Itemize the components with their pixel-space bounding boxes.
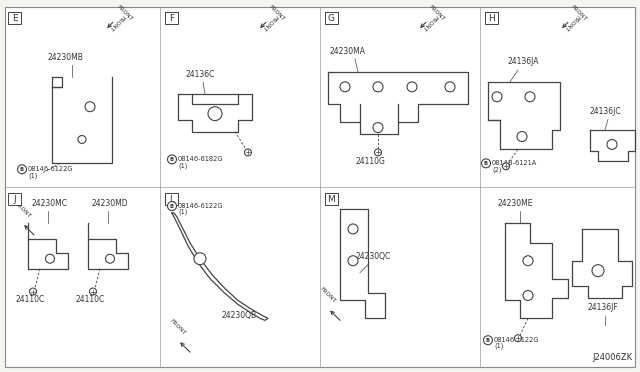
Circle shape xyxy=(244,149,252,156)
Text: (1): (1) xyxy=(28,172,37,179)
Text: (1): (1) xyxy=(178,162,188,169)
Text: 24110G: 24110G xyxy=(355,157,385,166)
Text: 24110C: 24110C xyxy=(15,295,44,304)
Text: J: J xyxy=(13,195,16,203)
Circle shape xyxy=(106,254,115,263)
Text: 24136C: 24136C xyxy=(185,70,214,79)
Bar xyxy=(485,12,498,24)
Text: 24136JA: 24136JA xyxy=(508,57,540,66)
Circle shape xyxy=(374,149,381,156)
Text: 24230ME: 24230ME xyxy=(498,199,534,208)
Text: (1): (1) xyxy=(494,343,504,349)
Text: FRONT: FRONT xyxy=(169,318,187,336)
Circle shape xyxy=(168,202,177,211)
Circle shape xyxy=(407,82,417,92)
Text: H: H xyxy=(488,14,495,23)
Text: M: M xyxy=(328,195,335,203)
Circle shape xyxy=(340,82,350,92)
Text: FRONT: FRONT xyxy=(116,4,134,22)
Text: 24230MB: 24230MB xyxy=(48,53,84,62)
Text: (1): (1) xyxy=(178,209,188,215)
Circle shape xyxy=(45,254,54,263)
Text: 24230QC: 24230QC xyxy=(355,252,390,261)
Text: 24230MD: 24230MD xyxy=(92,199,129,208)
Bar xyxy=(325,12,338,24)
Circle shape xyxy=(85,102,95,112)
Text: B: B xyxy=(484,161,488,166)
Circle shape xyxy=(445,82,455,92)
Text: 24230MC: 24230MC xyxy=(32,199,68,208)
Bar xyxy=(165,12,178,24)
Circle shape xyxy=(592,265,604,277)
Circle shape xyxy=(483,336,493,345)
Circle shape xyxy=(29,288,36,295)
Text: G: G xyxy=(328,14,335,23)
Text: B: B xyxy=(20,167,24,172)
Text: B: B xyxy=(486,338,490,343)
Text: 08146-6182G: 08146-6182G xyxy=(178,156,223,162)
Text: FRONT: FRONT xyxy=(108,13,125,31)
Circle shape xyxy=(523,256,533,266)
Circle shape xyxy=(348,256,358,266)
Circle shape xyxy=(17,165,26,174)
Text: F: F xyxy=(169,14,174,23)
Circle shape xyxy=(348,224,358,234)
Text: B: B xyxy=(170,157,174,162)
Bar xyxy=(325,193,338,205)
Bar xyxy=(8,193,21,205)
Text: 24230QB: 24230QB xyxy=(222,311,257,320)
Circle shape xyxy=(523,291,533,301)
Circle shape xyxy=(492,92,502,102)
Text: FRONT: FRONT xyxy=(428,4,446,22)
Circle shape xyxy=(208,107,222,121)
Text: FRONT: FRONT xyxy=(570,4,588,22)
Circle shape xyxy=(502,163,509,170)
Circle shape xyxy=(78,135,86,144)
Text: FRONT: FRONT xyxy=(563,13,580,31)
Text: 081AB-6121A: 081AB-6121A xyxy=(492,160,537,166)
Text: B: B xyxy=(170,203,174,209)
Text: (2): (2) xyxy=(492,166,502,173)
Text: J24006ZK: J24006ZK xyxy=(592,353,632,362)
Text: E: E xyxy=(12,14,17,23)
Circle shape xyxy=(515,335,522,342)
Bar xyxy=(165,193,178,205)
Circle shape xyxy=(168,155,177,164)
Circle shape xyxy=(373,123,383,132)
Text: FRONT: FRONT xyxy=(268,4,286,22)
Text: FRONT: FRONT xyxy=(260,13,278,31)
Circle shape xyxy=(373,82,383,92)
Text: 08146-6122G: 08146-6122G xyxy=(178,203,223,209)
Circle shape xyxy=(481,159,490,168)
Circle shape xyxy=(517,132,527,141)
Circle shape xyxy=(607,140,617,150)
Text: FRONT: FRONT xyxy=(319,287,337,304)
Circle shape xyxy=(525,92,535,102)
Text: 24230MA: 24230MA xyxy=(330,47,366,56)
Text: 24110C: 24110C xyxy=(75,295,104,304)
Bar xyxy=(8,12,21,24)
Circle shape xyxy=(90,288,97,295)
Text: 08146-6122G: 08146-6122G xyxy=(494,337,540,343)
Text: FRONT: FRONT xyxy=(420,13,438,31)
Text: 24136JC: 24136JC xyxy=(590,107,621,116)
Text: 08146-6122G: 08146-6122G xyxy=(28,166,74,172)
Text: FRONT: FRONT xyxy=(14,201,32,219)
Circle shape xyxy=(194,253,206,265)
Text: L: L xyxy=(169,195,174,203)
Text: 24136JF: 24136JF xyxy=(588,304,619,312)
